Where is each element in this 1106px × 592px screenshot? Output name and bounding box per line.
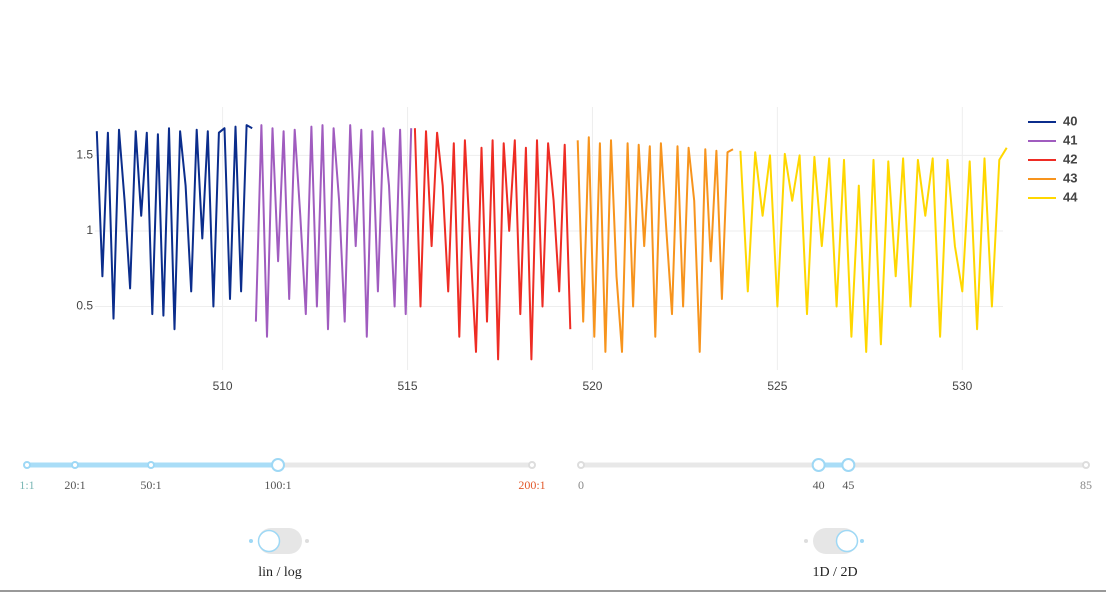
- range-handle[interactable]: [811, 458, 826, 472]
- x-tick-label: 525: [767, 379, 787, 393]
- y-tick-label: 1: [86, 223, 93, 237]
- toggle-knob[interactable]: [835, 529, 859, 553]
- toggle-knob[interactable]: [257, 529, 281, 553]
- zoom-label: 20:1: [64, 478, 85, 492]
- toggle-label: 1D / 2D: [812, 565, 857, 580]
- x-tick-label: 530: [952, 379, 972, 393]
- y-tick-label: 1.5: [76, 148, 93, 162]
- range-value-label: 40: [813, 478, 825, 492]
- range-value-label: 45: [842, 478, 854, 492]
- spectrum-line: [254, 124, 413, 338]
- legend-label: 41: [1063, 132, 1077, 147]
- zoom-label: 1:1: [19, 478, 34, 492]
- range-min-dot: [577, 461, 585, 469]
- range-handle[interactable]: [841, 458, 856, 472]
- x-tick-label: 510: [213, 379, 233, 393]
- toggle-dot: [804, 539, 808, 543]
- spectrum-line: [576, 136, 734, 353]
- legend-label: 40: [1063, 113, 1077, 128]
- spectrum-line: [95, 124, 253, 331]
- x-tick-label: 520: [582, 379, 602, 393]
- range-min-label: 0: [578, 478, 584, 492]
- zoom-dot[interactable]: [71, 461, 79, 469]
- zoom-label: 200:1: [518, 478, 545, 492]
- y-tick-label: 0.5: [76, 299, 93, 313]
- spectrum-line: [739, 147, 1008, 353]
- zoom-dot[interactable]: [147, 461, 155, 469]
- legend-label: 42: [1063, 151, 1077, 166]
- range-max-label: 85: [1080, 478, 1092, 492]
- x-tick-label: 515: [398, 379, 418, 393]
- zoom-dot[interactable]: [528, 461, 536, 469]
- legend-label: 43: [1063, 170, 1077, 185]
- spectrum-line: [413, 128, 572, 361]
- zoom-label: 100:1: [264, 478, 291, 492]
- legend-label: 44: [1063, 189, 1078, 204]
- toggle-dot: [860, 539, 864, 543]
- zoom-dot[interactable]: [23, 461, 31, 469]
- zoom-handle[interactable]: [271, 458, 285, 472]
- range-max-dot: [1082, 461, 1090, 469]
- toggle-dot: [305, 539, 309, 543]
- zoom-label: 50:1: [140, 478, 161, 492]
- toggle-label: lin / log: [258, 565, 302, 580]
- toggle-dot: [249, 539, 253, 543]
